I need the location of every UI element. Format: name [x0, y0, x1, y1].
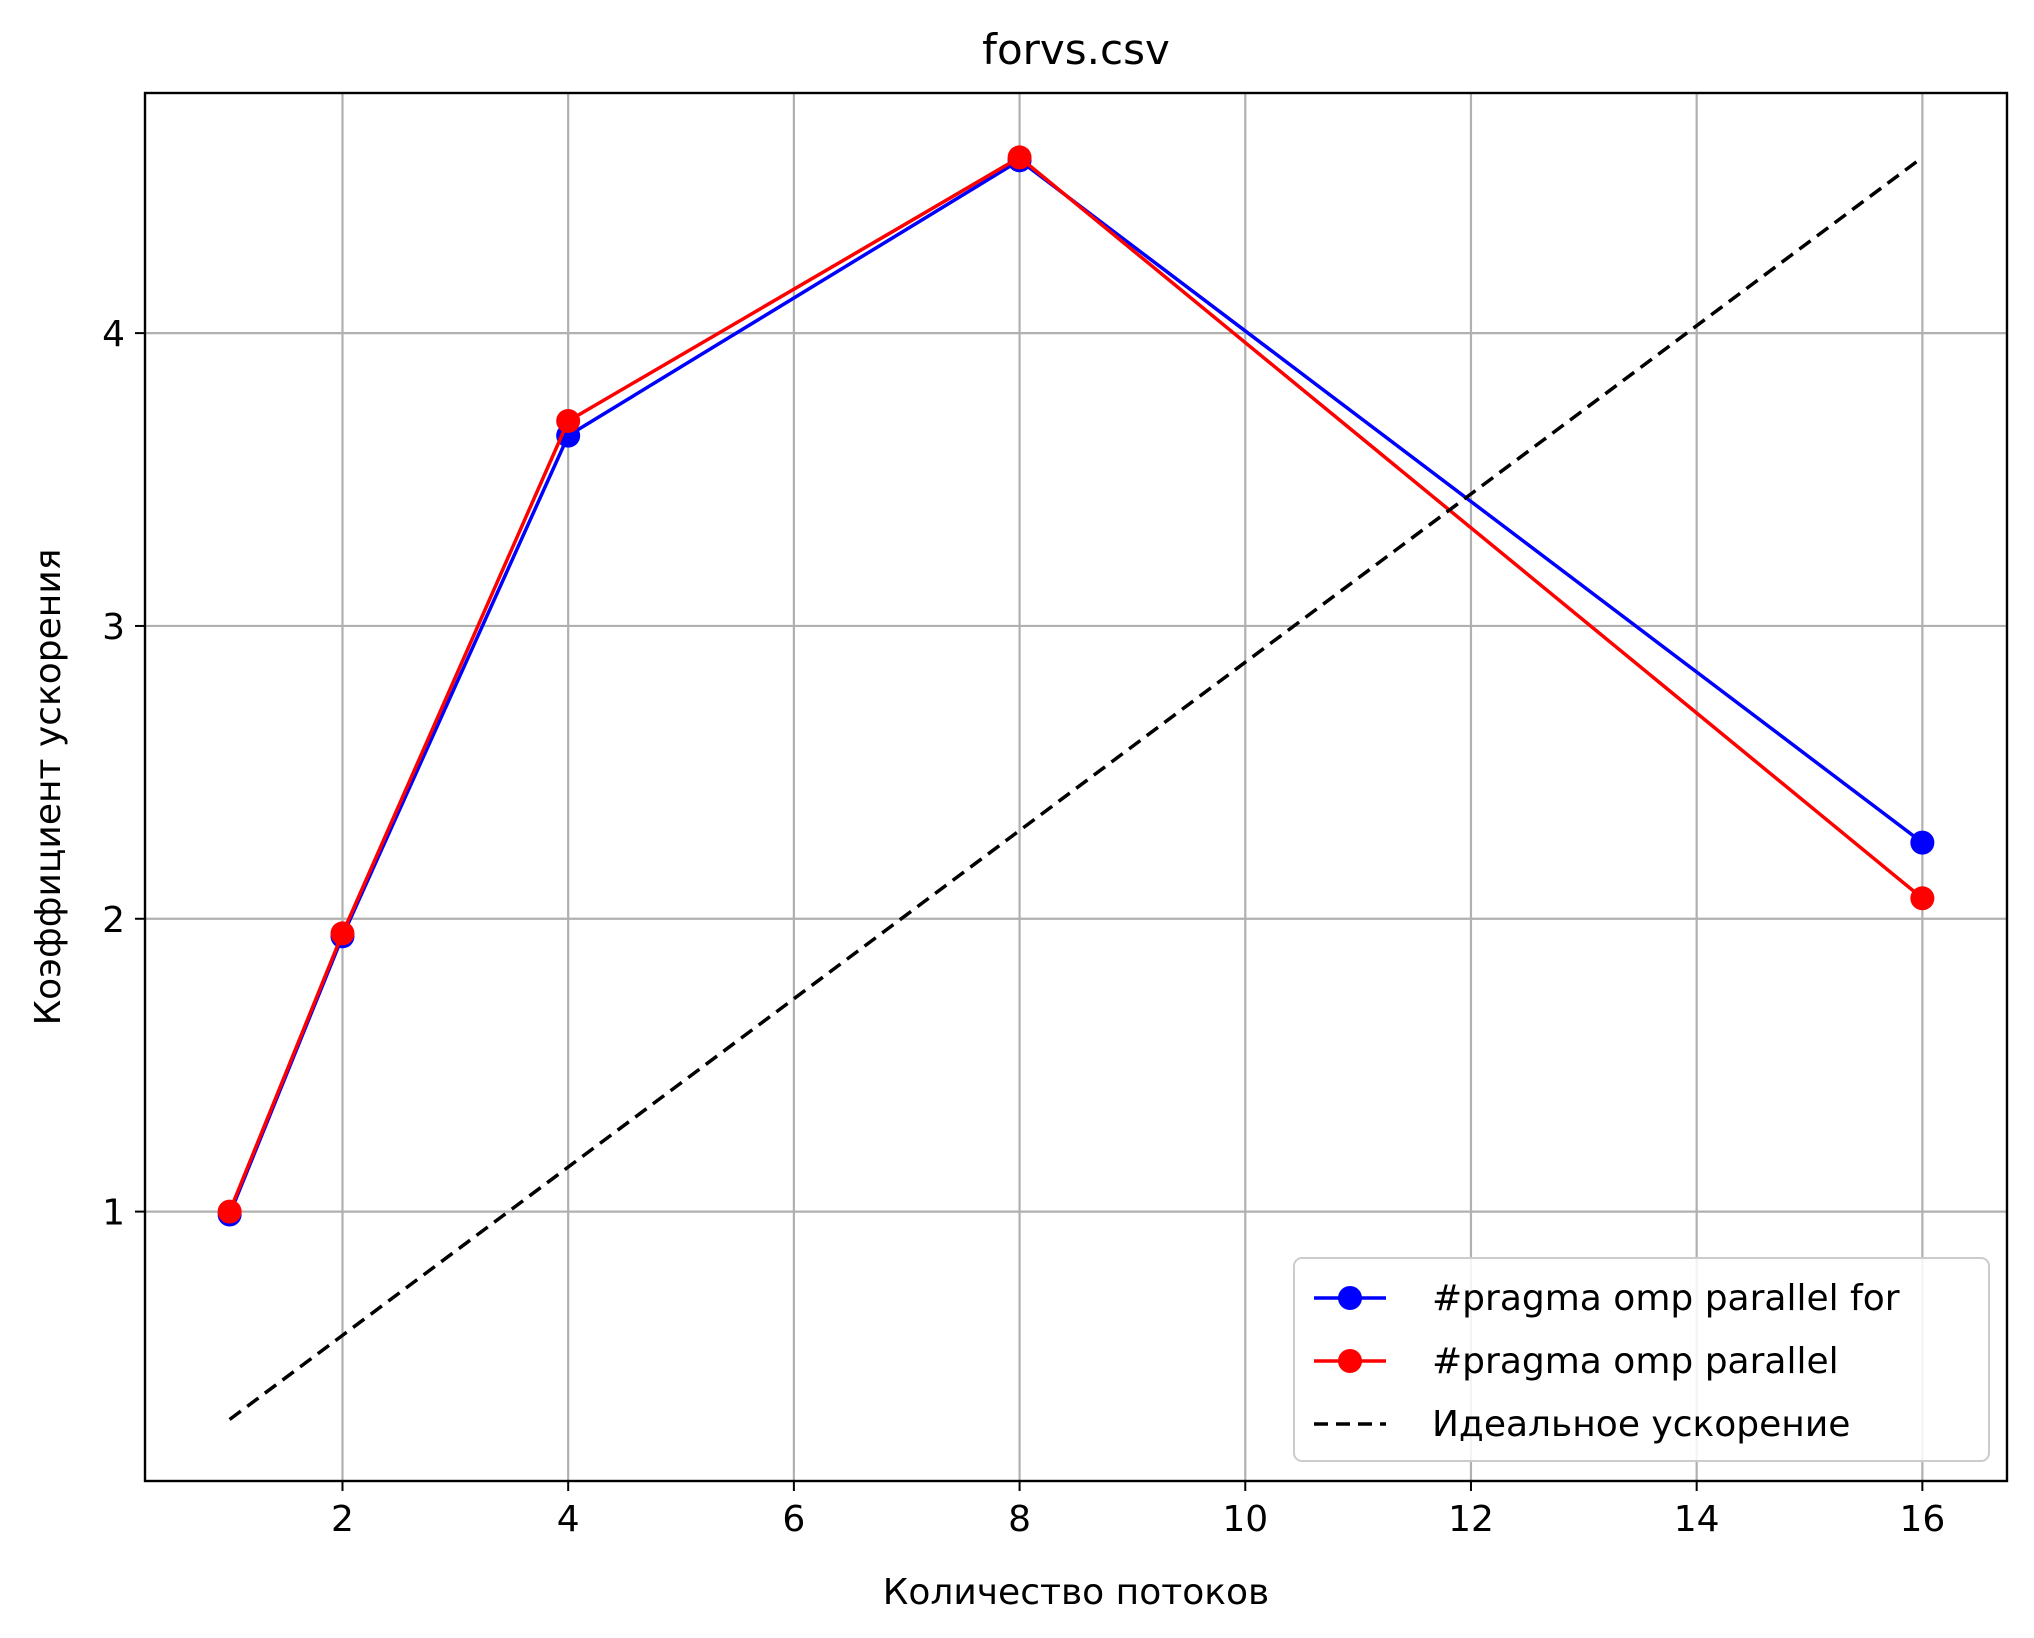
series-layer [217, 145, 1935, 1421]
legend-label: #pragma omp parallel for [1432, 1278, 1900, 1319]
x-tick-label: 10 [1222, 1499, 1268, 1540]
legend-marker-swatch [1338, 1286, 1362, 1310]
x-tick-label: 8 [1008, 1499, 1031, 1540]
x-axis-title: Количество потоков [883, 1572, 1269, 1613]
y-tick-label: 2 [102, 900, 125, 941]
data-point [1910, 830, 1935, 855]
legend-label: Идеальное ускорение [1432, 1404, 1850, 1445]
data-point [1910, 886, 1935, 911]
data-point [556, 408, 581, 433]
plot-area-frame [143, 91, 2009, 1483]
legend-item: #pragma omp parallel for [1314, 1278, 1900, 1319]
legend-marker-swatch [1338, 1349, 1362, 1373]
data-point [330, 921, 355, 946]
data-point [1007, 145, 1032, 170]
data-point [217, 1199, 242, 1224]
x-tick-label: 2 [331, 1499, 354, 1540]
y-tick-label: 4 [102, 314, 125, 355]
chart-title: forvs.csv [982, 25, 1170, 74]
x-tick-label: 6 [782, 1499, 805, 1540]
y-tick-label: 3 [102, 607, 125, 648]
series-pragma-omp-parallel [217, 145, 1935, 1224]
x-tick-label: 4 [557, 1499, 580, 1540]
x-tick-label: 14 [1674, 1499, 1720, 1540]
x-tick-label: 16 [1899, 1499, 1945, 1540]
y-axis-title: Коэффициент ускорения [28, 549, 69, 1026]
y-tick-label: 1 [102, 1193, 125, 1234]
legend-item: Идеальное ускорение [1314, 1404, 1850, 1445]
x-tick-label: 12 [1448, 1499, 1494, 1540]
legend-label: #pragma omp parallel [1432, 1341, 1839, 1382]
legend-box [1293, 1257, 1990, 1462]
legend: #pragma omp parallel for #pragma omp para… [1293, 1257, 1990, 1462]
legend-item: #pragma omp parallel [1314, 1341, 1839, 1382]
grid [145, 93, 2007, 1481]
